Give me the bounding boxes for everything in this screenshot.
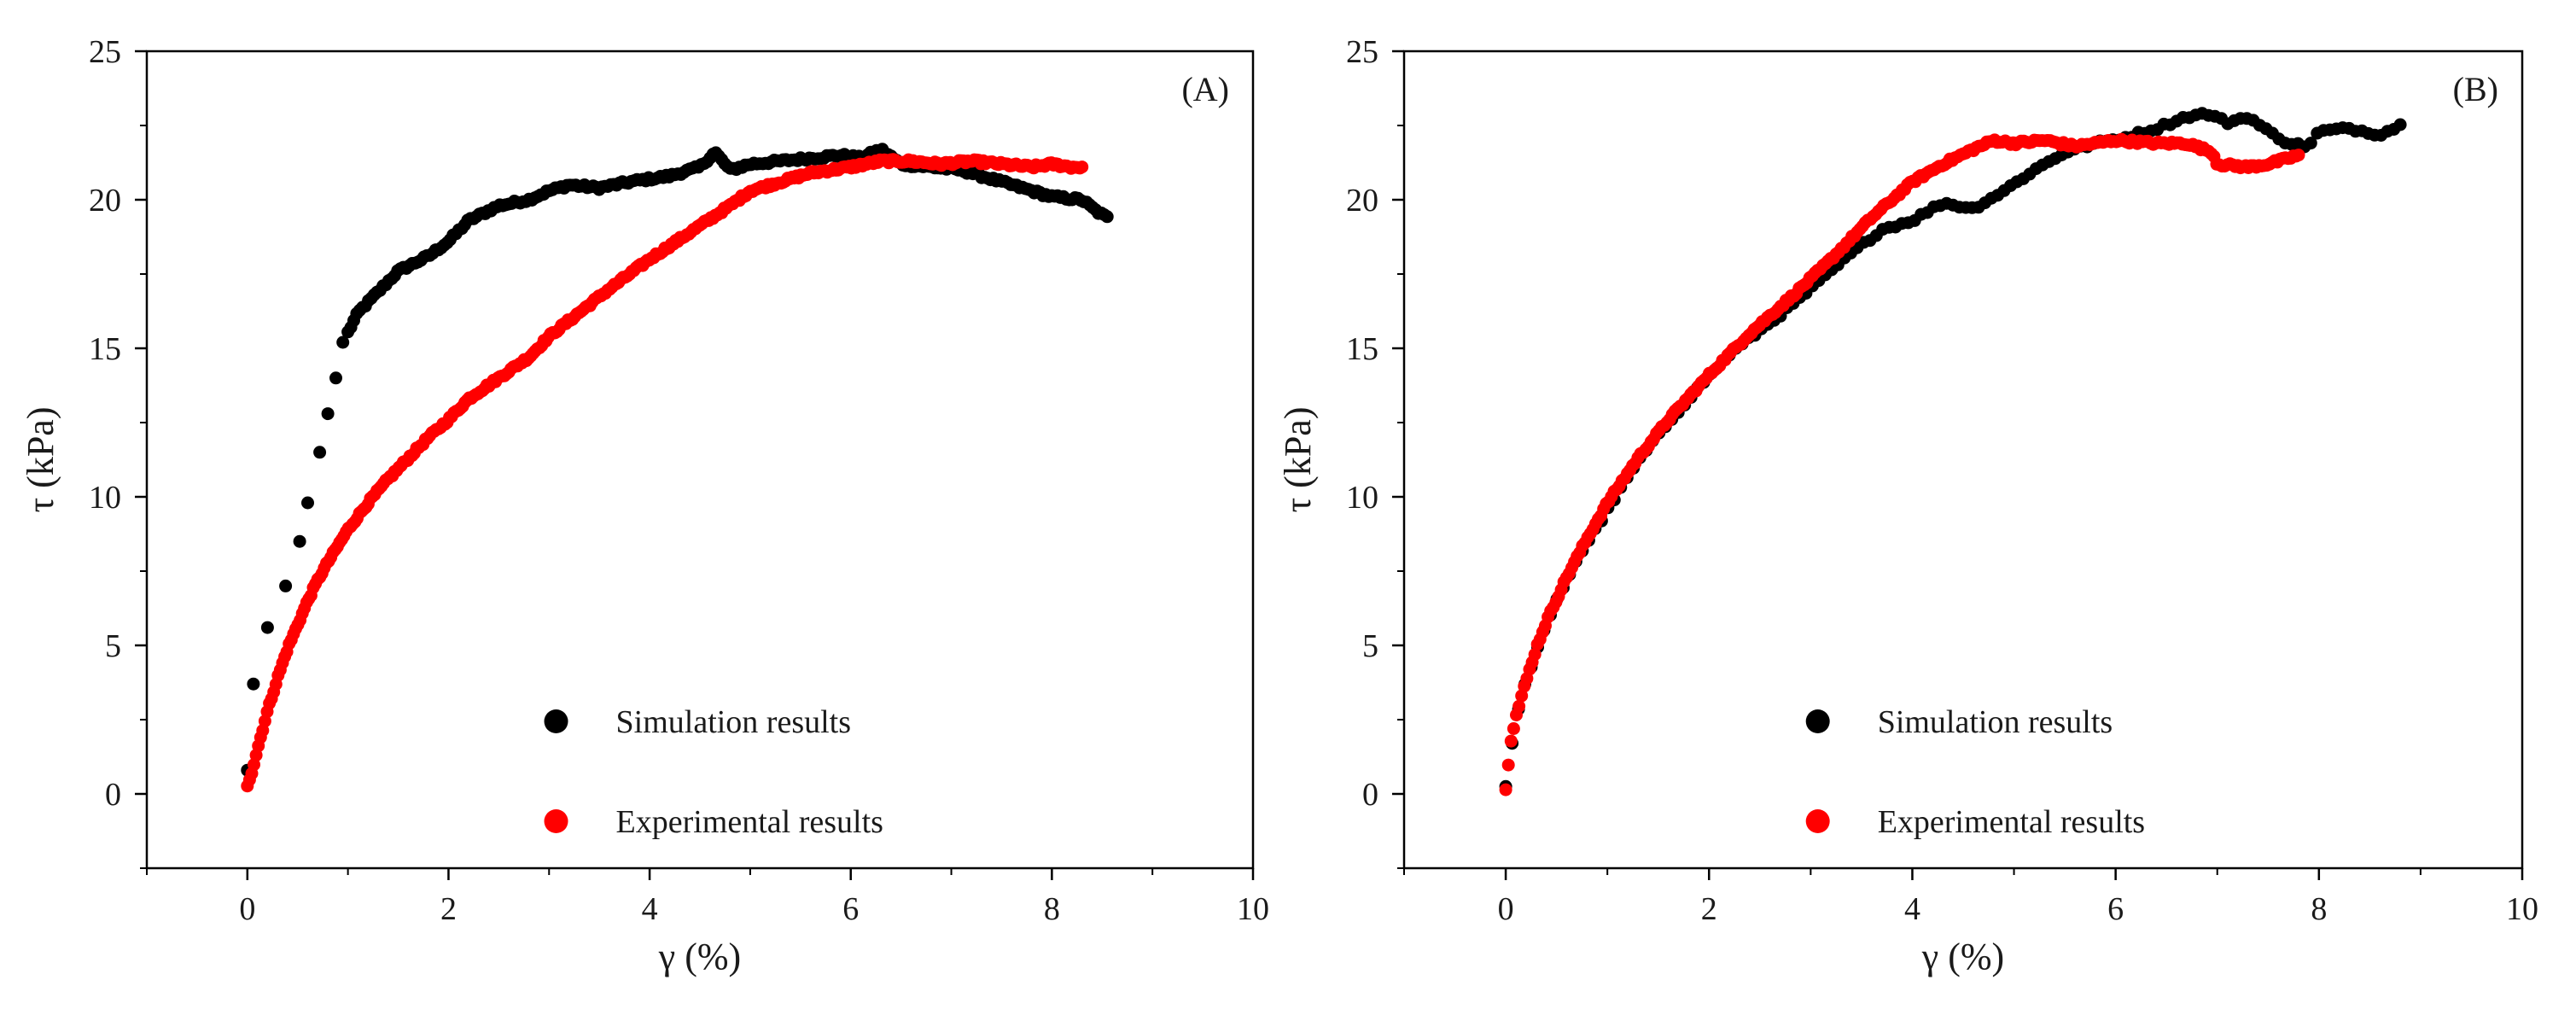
legend-marker-experimental [1805, 809, 1830, 833]
simulation-point [247, 677, 260, 691]
x-tick-label: 0 [239, 891, 255, 927]
y-axis-label: τ (kPa) [1277, 407, 1319, 513]
panel-label: (A) [1181, 70, 1229, 108]
simulation-point [1100, 210, 1114, 224]
legend-label-simulation: Simulation results [616, 704, 852, 740]
legend-label-simulation: Simulation results [1878, 704, 2113, 740]
simulation-point [279, 579, 293, 592]
experimental-point [1075, 160, 1089, 174]
x-axis-label: γ (%) [1921, 936, 2004, 977]
y-tick-label: 20 [89, 183, 121, 219]
simulation-point [336, 335, 350, 349]
x-tick-label: 8 [1044, 891, 1060, 927]
y-tick-label: 15 [89, 331, 121, 367]
x-tick-label: 2 [440, 891, 457, 927]
experimental-point [1528, 648, 1542, 662]
y-tick-label: 25 [1346, 34, 1378, 70]
plot-frame [1402, 50, 2524, 870]
series-experimental [1499, 132, 2305, 796]
y-tick-label: 25 [89, 34, 121, 70]
y-tick-label: 5 [105, 628, 121, 664]
x-tick-label: 2 [1701, 891, 1717, 927]
simulation-point [260, 621, 274, 634]
simulation-point [321, 407, 335, 421]
y-tick-label: 5 [1362, 628, 1378, 664]
y-tick-label: 0 [1362, 777, 1378, 813]
x-tick-label: 6 [842, 891, 859, 927]
experimental-point [1507, 722, 1520, 735]
experimental-point [1512, 699, 1526, 713]
x-tick-label: 0 [1498, 891, 1514, 927]
simulation-point [301, 496, 314, 510]
simulation-point [329, 371, 342, 385]
y-tick-label: 10 [89, 480, 121, 516]
experimental-point [1515, 689, 1529, 703]
chart-panel-a: 0 2 4 6 8 10 0 5 10 15 20 25 γ (%) τ (kPa) (A) Simulati… [20, 34, 1269, 977]
y-tick-label: 20 [1346, 183, 1378, 219]
panel-label: (B) [2453, 70, 2498, 108]
series-experimental [241, 153, 1089, 793]
legend: Simulation results Experimental results [544, 704, 883, 840]
x-tick-label: 4 [1904, 891, 1920, 927]
experimental-point [2292, 149, 2305, 162]
experimental-point [1504, 734, 1518, 748]
legend-marker-simulation [544, 709, 568, 733]
legend-label-experimental: Experimental results [1878, 804, 2145, 840]
x-tick-label: 6 [2107, 891, 2124, 927]
simulation-point [313, 446, 327, 459]
y-tick-label: 15 [1346, 331, 1378, 367]
series-simulation [241, 143, 1114, 777]
legend: Simulation results Experimental results [1805, 704, 2145, 840]
x-axis-label: γ (%) [658, 936, 741, 977]
legend-label-experimental: Experimental results [616, 804, 883, 840]
legend-marker-experimental [544, 809, 568, 833]
y-tick-label: 0 [105, 777, 121, 813]
y-axis-label: τ (kPa) [20, 407, 61, 513]
experimental-point [1499, 783, 1512, 796]
x-tick-label: 10 [1237, 891, 1269, 927]
y-tick-label: 10 [1346, 480, 1378, 516]
plot-frame [145, 50, 1255, 870]
simulation-point [293, 534, 306, 548]
x-tick-label: 10 [2506, 891, 2538, 927]
experimental-point [1501, 758, 1515, 772]
legend-marker-simulation [1805, 709, 1830, 733]
x-tick-label: 4 [642, 891, 658, 927]
x-tick-label: 8 [2311, 891, 2327, 927]
simulation-point [2304, 137, 2317, 150]
simulation-point [2393, 118, 2407, 131]
chart-panel-b: 0 2 4 6 8 10 0 5 10 15 20 25 γ (%) τ (kPa) (B) Simulati… [1277, 34, 2538, 977]
